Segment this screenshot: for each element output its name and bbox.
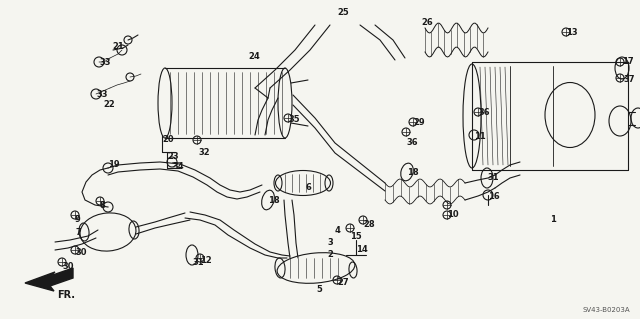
Text: 9: 9 (75, 215, 81, 224)
Text: 10: 10 (447, 210, 459, 219)
Text: 30: 30 (62, 262, 74, 271)
Text: 26: 26 (421, 18, 433, 27)
Text: 18: 18 (407, 168, 419, 177)
Text: 15: 15 (350, 232, 362, 241)
Text: 30: 30 (75, 248, 86, 257)
Text: 33: 33 (99, 58, 111, 67)
Text: 5: 5 (316, 285, 322, 294)
Text: 29: 29 (413, 118, 424, 127)
Text: 31: 31 (192, 258, 204, 267)
Text: 4: 4 (335, 226, 341, 235)
Text: 18: 18 (268, 196, 280, 205)
Text: 14: 14 (356, 245, 368, 254)
Text: 11: 11 (474, 132, 486, 141)
Text: 31: 31 (487, 173, 499, 182)
Text: 25: 25 (337, 8, 349, 17)
Text: 13: 13 (566, 28, 578, 37)
Text: 24: 24 (248, 52, 260, 61)
Text: 27: 27 (337, 278, 349, 287)
Text: 8: 8 (100, 201, 106, 210)
Text: 3: 3 (327, 238, 333, 247)
Text: 20: 20 (162, 135, 173, 144)
Text: 23: 23 (167, 152, 179, 161)
Text: 1: 1 (550, 215, 556, 224)
Text: 32: 32 (198, 148, 210, 157)
Text: 22: 22 (103, 100, 115, 109)
Text: 16: 16 (488, 192, 500, 201)
Text: 33: 33 (96, 90, 108, 99)
Text: 17: 17 (622, 57, 634, 66)
Text: 12: 12 (200, 256, 212, 265)
Text: 36: 36 (406, 138, 418, 147)
Text: 37: 37 (623, 75, 634, 84)
Text: 28: 28 (363, 220, 374, 229)
Text: 21: 21 (112, 42, 124, 51)
Text: 19: 19 (108, 160, 120, 169)
Text: 35: 35 (288, 115, 300, 124)
Text: SV43-B0203A: SV43-B0203A (582, 307, 630, 313)
Text: FR.: FR. (57, 290, 75, 300)
Text: 6: 6 (305, 183, 311, 192)
Text: 2: 2 (327, 250, 333, 259)
Text: 36: 36 (478, 108, 490, 117)
Text: 7: 7 (75, 228, 81, 237)
Text: 34: 34 (172, 162, 184, 171)
Polygon shape (25, 268, 73, 291)
